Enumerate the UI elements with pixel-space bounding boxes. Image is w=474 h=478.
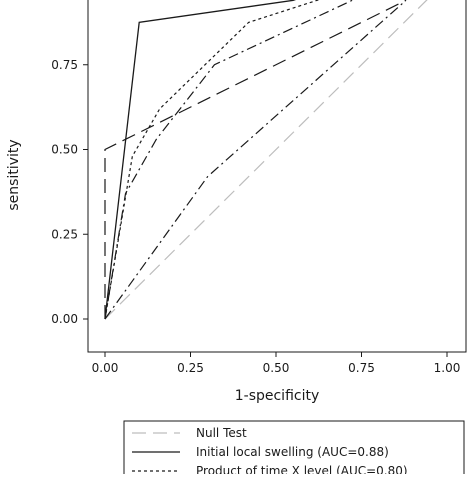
x-tick-label: 1.00 bbox=[434, 361, 461, 375]
legend-label: Null Test bbox=[196, 426, 247, 440]
series-line-3 bbox=[104, 0, 322, 320]
legend-box bbox=[123, 420, 465, 478]
x-tick-label: 0.25 bbox=[177, 361, 204, 375]
series-line-6 bbox=[104, 0, 407, 320]
plot-frame bbox=[87, 0, 467, 353]
x-tick-label: 0.50 bbox=[263, 361, 290, 375]
x-axis-title: 1-specificity bbox=[235, 388, 320, 404]
legend-label: Product of time X level (AUC=0.80) bbox=[196, 464, 408, 474]
x-tick-label: 0.00 bbox=[92, 361, 119, 375]
legend: Null Test Initial local swelling (AUC=0.8… bbox=[123, 420, 465, 478]
y-tick-label: 0.25 bbox=[51, 227, 78, 241]
series-line-4 bbox=[104, 0, 355, 320]
y-axis-title: sensitivity bbox=[6, 139, 22, 210]
series-line-1 bbox=[104, 0, 428, 320]
x-tick-label: 0.75 bbox=[348, 361, 375, 375]
series-layer bbox=[104, 0, 428, 320]
y-tick-label: 0.00 bbox=[51, 312, 78, 326]
y-tick-label: 0.75 bbox=[51, 58, 78, 72]
ticks-layer: 0.00 0.25 0.50 0.75 1.00 0.00 0.25 0.50 0.75 bbox=[51, 58, 460, 375]
legend-label: Initial local swelling (AUC=0.88) bbox=[196, 445, 389, 459]
y-tick-label: 0.50 bbox=[51, 143, 78, 157]
series-line-5 bbox=[104, 0, 407, 319]
series-line-2 bbox=[104, 0, 297, 320]
